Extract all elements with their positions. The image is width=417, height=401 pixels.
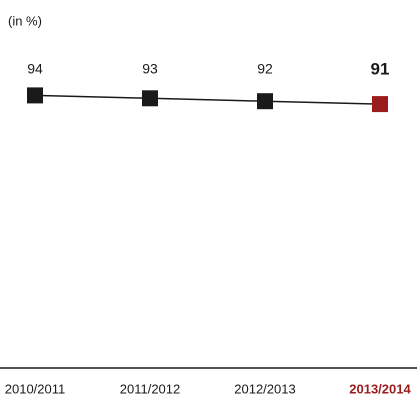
value-label: 92 [257,61,273,77]
value-label: 94 [27,61,43,77]
marker [27,87,43,104]
x-tick-label: 2010/2011 [5,381,66,396]
marker [142,90,158,107]
value-label: 93 [142,61,158,77]
unit-label: (in %) [8,13,42,28]
x-tick-label: 2011/2012 [120,381,181,396]
marker [257,93,273,110]
value-label: 91 [371,59,390,78]
x-tick-label: 2013/2014 [349,381,411,396]
line [34,94,381,105]
marker [372,96,388,113]
x-tick-label: 2012/2013 [234,381,295,396]
